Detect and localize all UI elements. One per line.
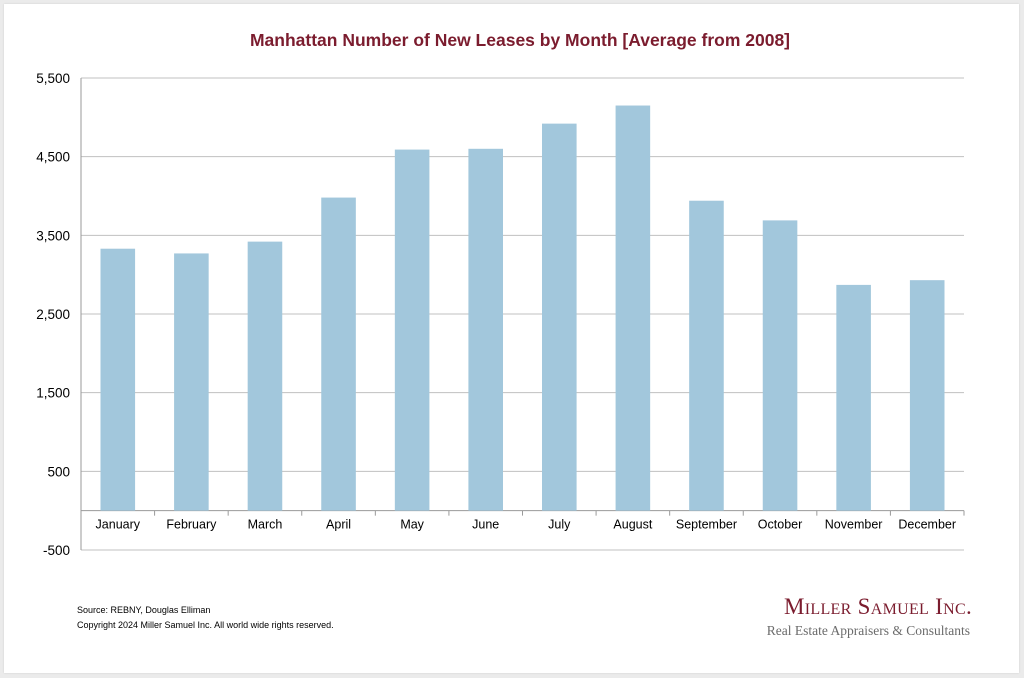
x-tick-labels: January February March April May June July Augu… [96, 518, 956, 532]
y-tick-label: 4,500 [36, 150, 70, 165]
x-tick-label: August [613, 518, 652, 532]
bar-january [100, 248, 136, 511]
y-tick-label: 500 [47, 464, 70, 479]
bar-march [247, 241, 283, 511]
bars [100, 105, 945, 511]
bar-april [321, 197, 356, 511]
y-tick-label: 5,500 [36, 71, 70, 86]
x-tick-label: January [96, 518, 141, 532]
x-tick-label: May [400, 518, 424, 532]
bar-september [689, 200, 724, 511]
x-tick-label: October [758, 518, 802, 532]
x-tick-label: December [898, 518, 956, 532]
x-tick-label: February [166, 518, 217, 532]
bar-july [541, 123, 577, 511]
y-tick-label: 2,500 [36, 307, 70, 322]
company-logo-name: Miller Samuel Inc. [784, 594, 972, 619]
bar-august [615, 105, 651, 511]
bar-may [394, 149, 430, 511]
y-tick-label: -500 [43, 543, 70, 558]
company-logo-tagline: Real Estate Appraisers & Consultants [766, 623, 970, 638]
x-tick-label: July [548, 518, 571, 532]
bar-october [762, 220, 798, 511]
y-tick-labels: -500 500 1,500 2,500 3,500 4,500 5,500 [36, 71, 70, 558]
x-tick-label: March [248, 518, 283, 532]
axes [80, 78, 965, 550]
grid-lines [81, 77, 964, 551]
x-tick-label: April [326, 518, 351, 532]
x-tick-label: June [472, 518, 499, 532]
bar-february [174, 253, 209, 511]
source-note: Source: REBNY, Douglas Elliman [77, 605, 211, 615]
y-tick-label: 3,500 [36, 228, 70, 243]
chart-title: Manhattan Number of New Leases by Month … [249, 30, 791, 50]
x-tick-label: November [825, 518, 883, 532]
bar-june [468, 148, 504, 511]
y-tick-label: 1,500 [36, 386, 70, 401]
x-tick-label: September [676, 518, 737, 532]
bar-november [836, 284, 871, 511]
bar-december [909, 280, 945, 511]
copyright-note: Copyright 2024 Miller Samuel Inc. All wo… [77, 620, 334, 630]
